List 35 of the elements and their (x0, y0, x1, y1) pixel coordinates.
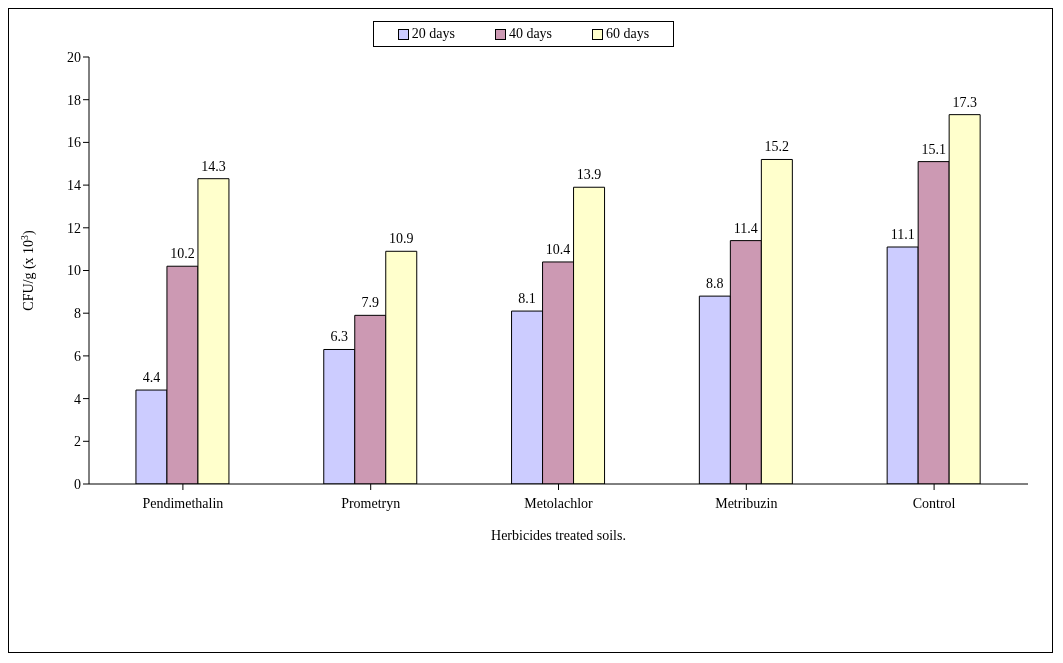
data-label: 10.2 (170, 246, 195, 262)
data-label: 10.9 (389, 231, 414, 247)
data-label: 15.1 (921, 141, 946, 157)
data-label: 8.1 (518, 291, 536, 307)
data-label: 13.9 (576, 167, 602, 183)
y-tick-label: 6 (74, 348, 81, 364)
y-tick-label: 0 (74, 476, 81, 492)
y-tick-label: 16 (67, 135, 81, 151)
x-axis-title: Herbicides treated soils. (491, 528, 626, 543)
x-tick-label: Metribuzin (715, 495, 778, 511)
y-tick-label: 14 (67, 178, 81, 194)
data-label: 10.4 (545, 241, 571, 257)
x-tick-label: Prometryn (341, 495, 401, 511)
data-label: 6.3 (330, 329, 348, 345)
legend-label: 20 days (410, 26, 455, 42)
data-label: 4.4 (142, 370, 161, 386)
y-tick-label: 10 (67, 263, 81, 279)
data-label: 7.9 (361, 295, 379, 311)
data-label: 11.1 (890, 227, 915, 243)
y-tick-label: 20 (67, 49, 81, 65)
data-label: 17.3 (952, 94, 977, 110)
data-label: 8.8 (706, 276, 724, 292)
y-tick-label: 4 (74, 391, 81, 407)
data-label: 15.2 (764, 139, 790, 155)
data-label: 14.3 (201, 158, 226, 174)
data-label: 11.4 (733, 220, 758, 236)
x-tick-label: Metolachlor (524, 495, 594, 511)
legend-label: 40 days (507, 26, 553, 42)
x-tick-label: Control (912, 495, 956, 511)
x-tick-label: Pendimethalin (142, 495, 224, 511)
y-tick-label: 12 (67, 220, 81, 236)
legend-label: 60 days (605, 26, 650, 42)
y-tick-label: 8 (74, 306, 81, 322)
y-tick-label: 2 (74, 434, 81, 450)
y-tick-label: 18 (67, 92, 81, 108)
